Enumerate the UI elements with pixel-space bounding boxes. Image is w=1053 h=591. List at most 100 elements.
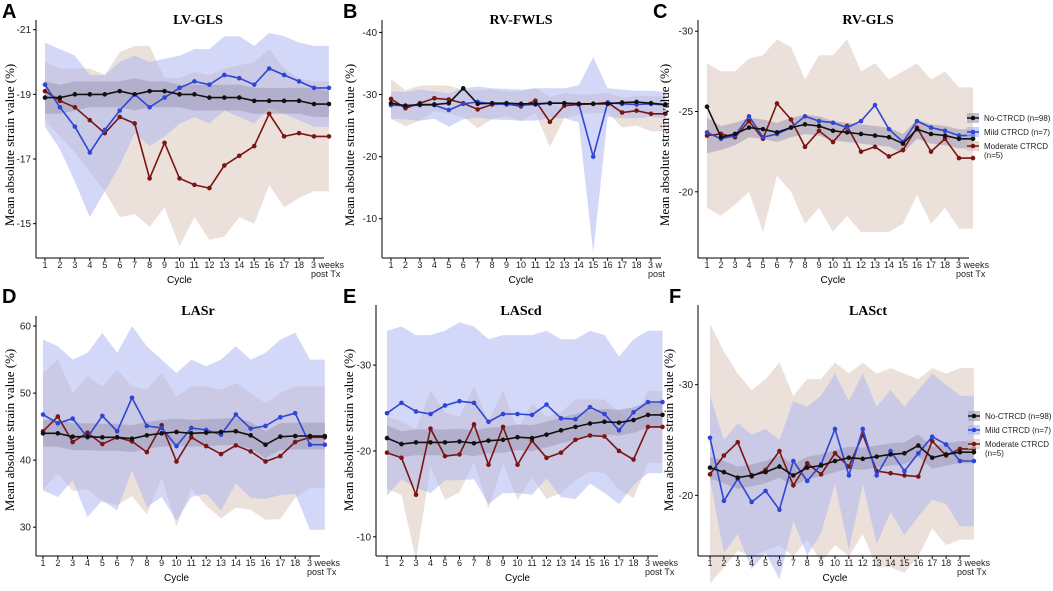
data-point [87,92,93,97]
data-point [132,92,137,97]
data-point [648,100,654,106]
data-point [222,95,227,100]
data-point [916,450,921,456]
x-tick-label: 17 [279,260,289,270]
data-point [515,462,520,468]
data-point [117,88,123,94]
data-point [928,131,934,137]
x-tick-label: 8 [144,558,149,568]
data-point [616,428,622,433]
x-tick-label: 14 [884,260,894,270]
data-point [222,163,227,168]
series-no [704,104,976,146]
data-point [558,450,564,455]
data-point [956,133,962,138]
data-point [832,450,838,456]
y-tick-label: -19 [17,90,32,101]
data-point [189,431,194,436]
data-point [547,119,553,125]
data-point [399,400,404,406]
data-point [388,100,394,106]
x-tick-label: 1 [388,260,393,270]
x-tick-label: 3 [417,260,422,270]
data-point [777,464,782,469]
data-point [573,416,578,422]
data-point [129,395,135,401]
data-point [504,100,509,106]
data-point [760,134,766,140]
y-tick-label: -25 [679,107,694,118]
data-point [207,95,212,100]
data-point [763,469,768,475]
data-point [844,130,850,135]
x-tick-label: 15 [899,558,909,568]
data-point [746,118,752,124]
data-point [207,185,212,191]
x-axis-label: Cycle [820,275,845,286]
x-tick-label-post-1: 3 w [648,260,663,270]
data-point [248,433,253,438]
x-tick-label: 3 [735,558,740,568]
data-point [587,421,593,426]
data-point [957,449,963,455]
legend: No-CTRCD (n=98) Mild CTRCD (n=7) Moderate … [968,411,1052,458]
data-point [236,75,242,81]
x-tick-label-post-2: post [648,269,666,279]
data-point [311,101,317,107]
data-point [957,446,963,452]
legend-label: Mild CTRCD (n=7) [984,128,1050,137]
data-point [518,101,524,107]
y-tick-label: -17 [17,155,32,166]
panel-b: B RV-FWLS Mean absolute strain value (%) -4… [342,1,668,286]
data-point [573,437,578,443]
panel-letter: E [343,286,356,308]
x-tick-label: 13 [870,260,880,270]
data-point [57,104,63,110]
x-tick-label-post-1: 3 weeks [957,558,991,568]
data-point [457,398,462,404]
data-point [660,399,665,405]
data-point [281,72,287,78]
series-line-no [709,444,974,479]
data-point [858,118,864,124]
x-tick-label: 10 [828,260,838,270]
data-point [777,448,782,454]
data-point [721,498,727,504]
data-point [529,412,535,418]
y-tick-label: -10 [363,214,378,225]
data-point [846,473,852,478]
data-point [85,434,90,439]
series-line-mild [42,395,325,448]
data-point [804,465,810,470]
data-point [663,111,668,117]
legend-label-2: (n=5) [984,151,1003,160]
data-point [590,101,596,107]
x-tick-label: 6 [777,558,782,568]
x-tick-label: 7 [475,260,480,270]
data-point [760,126,766,132]
data-point [278,434,283,439]
data-point [645,412,651,418]
x-tick-label: 17 [275,558,285,568]
panel-c: C RV-GLS Mean absolute strain value (%) -30… [653,1,1051,286]
x-tick-label-post-2: post Tx [311,269,341,279]
data-point [174,459,179,464]
series-mild [384,398,665,433]
x-tick-label: 14 [231,558,241,568]
data-point [87,117,93,123]
x-tick-label: 1 [42,260,47,270]
data-point [971,449,977,455]
y-tick-label: -30 [679,380,694,391]
x-tick-label: 10 [512,558,522,568]
series-mod [42,88,332,191]
data-point [311,134,317,139]
x-tick-label: 12 [858,558,868,568]
data-point [804,460,810,466]
data-point [802,122,808,127]
data-point [117,108,123,113]
y-axis-label: Mean absolute strain value (%) [657,64,672,226]
data-point [602,434,607,439]
x-tick-label: 9 [500,558,505,568]
data-point [296,79,302,84]
